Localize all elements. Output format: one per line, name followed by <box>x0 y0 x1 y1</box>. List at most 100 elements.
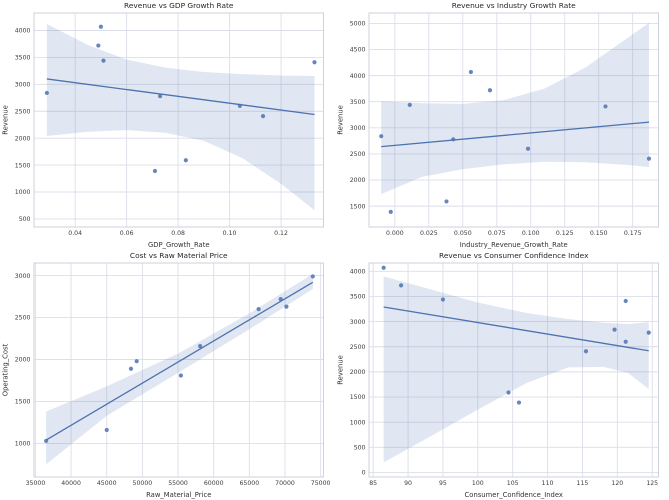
x-tick-label: 0.150 <box>589 230 607 237</box>
chart-title: Revenue vs Industry Growth Rate <box>451 1 575 10</box>
data-point <box>407 102 412 107</box>
x-tick-label: 0.175 <box>623 230 641 237</box>
data-point <box>623 298 628 304</box>
x-tick-label: 0.12 <box>274 230 288 237</box>
data-point <box>646 330 651 335</box>
data-point <box>505 390 511 395</box>
chart-title: Cost vs Raw Material Price <box>130 251 228 260</box>
data-point <box>256 307 261 312</box>
x-axis-label: GDP_Growth_Rate <box>148 241 210 249</box>
x-tick-label: 0.050 <box>453 230 471 237</box>
y-tick-label: 2000 <box>15 135 31 142</box>
x-tick-label: 85 <box>369 480 377 487</box>
y-tick-label: 3000 <box>349 125 365 132</box>
plot-area <box>368 263 658 477</box>
data-point <box>237 103 242 108</box>
regression-line <box>45 281 314 441</box>
data-point <box>398 283 403 288</box>
x-tick-label: 55000 <box>168 480 188 487</box>
chart-revenue-vs-consumer-confidence-index: 85 90 95 100 105 110 115 120 125 0 500 1000 1500 2000… <box>335 250 669 500</box>
x-tick-label: 110 <box>541 480 553 487</box>
y-tick-label: 1000 <box>15 189 31 196</box>
x-axis-label: Raw_Material_Price <box>146 491 211 499</box>
data-point <box>104 427 109 433</box>
y-tick-label: 3000 <box>349 319 365 326</box>
y-tick-label: 2500 <box>349 344 365 351</box>
data-point <box>646 156 651 161</box>
y-tick-label: 2000 <box>15 357 31 364</box>
axes-spine <box>368 262 659 478</box>
x-tick-label: 105 <box>506 480 518 487</box>
x-tick-label: 95 <box>439 480 447 487</box>
chart-svg-revenue-vs-gdp-growth-rate: 0.04 0.06 0.08 0.10 0.12 500 1000 1500 2000 2500 3… <box>2 1 324 249</box>
data-point <box>487 88 492 93</box>
y-tick-label: 5000 <box>349 21 365 28</box>
x-tick-label: 100 <box>471 480 483 487</box>
x-tick-label: 90 <box>404 480 412 487</box>
x-tick-label: 70000 <box>275 480 295 487</box>
y-tick-label: 1500 <box>349 394 365 401</box>
x-tick-label: 120 <box>611 480 623 487</box>
data-point <box>525 146 530 151</box>
y-axis-label: Revenue <box>336 105 344 135</box>
x-axis-label: Industry_Revenue_Growth_Rate <box>459 241 567 249</box>
y-tick-label: 3500 <box>15 55 31 62</box>
y-tick-label: 500 <box>353 445 365 452</box>
x-tick-label: 0.075 <box>487 230 505 237</box>
y-axis-label: Revenue <box>336 355 344 385</box>
plot-area <box>34 13 324 227</box>
data-point <box>157 94 163 99</box>
x-tick-label: 0.10 <box>223 230 237 237</box>
data-point <box>198 343 203 349</box>
x-tick-label: 0.100 <box>521 230 539 237</box>
axes-spine <box>33 12 324 228</box>
chart-svg-cost-vs-raw-material-price: 35000 40000 45000 50000 55000 60000 65000 70000… <box>2 251 331 499</box>
x-tick-label: 40000 <box>61 480 81 487</box>
x-tick-label: 75000 <box>311 480 331 487</box>
data-point <box>611 327 617 332</box>
y-tick-label: 1500 <box>15 399 31 406</box>
y-tick-label: 0 <box>361 470 365 477</box>
y-tick-label: 2000 <box>349 177 365 184</box>
chart-cost-vs-raw-material-price: 35000 40000 45000 50000 55000 60000 65000 70000… <box>0 250 335 500</box>
x-axis-label: Consumer_Confidence_Index <box>464 491 562 499</box>
y-tick-label: 500 <box>19 216 31 223</box>
data-point <box>128 366 134 371</box>
data-point <box>312 60 317 65</box>
x-tick-label: 35000 <box>26 480 46 487</box>
plot-area <box>34 263 324 477</box>
data-point <box>178 373 183 378</box>
y-tick-label: 1500 <box>349 203 365 210</box>
y-tick-label: 4000 <box>15 28 31 35</box>
x-tick-label: 60000 <box>204 480 224 487</box>
x-tick-label: 115 <box>576 480 588 487</box>
data-point <box>583 349 588 354</box>
y-tick-label: 1500 <box>15 162 31 169</box>
data-point <box>183 158 188 163</box>
data-point <box>278 296 283 302</box>
y-tick-label: 3000 <box>15 273 31 280</box>
data-point <box>96 43 101 48</box>
data-point <box>378 134 383 139</box>
data-point <box>44 438 49 444</box>
x-tick-label: 0.000 <box>385 230 403 237</box>
data-point <box>440 297 445 302</box>
data-point <box>260 113 266 119</box>
data-point <box>381 265 386 270</box>
y-tick-label: 3500 <box>349 294 365 301</box>
data-point <box>602 104 608 109</box>
regression-line <box>383 306 649 352</box>
y-tick-label: 2000 <box>349 369 365 376</box>
y-tick-label: 1000 <box>15 441 31 448</box>
data-point <box>284 304 289 309</box>
data-point <box>443 199 449 204</box>
x-tick-label: 0.08 <box>171 230 185 237</box>
x-tick-label: 0.025 <box>419 230 437 237</box>
y-tick-label: 1000 <box>349 419 365 426</box>
axes-spine <box>33 262 324 478</box>
y-tick-label: 2500 <box>349 151 365 158</box>
data-point <box>516 400 521 405</box>
y-axis-label: Revenue <box>2 105 10 135</box>
y-tick-label: 4000 <box>349 268 365 275</box>
